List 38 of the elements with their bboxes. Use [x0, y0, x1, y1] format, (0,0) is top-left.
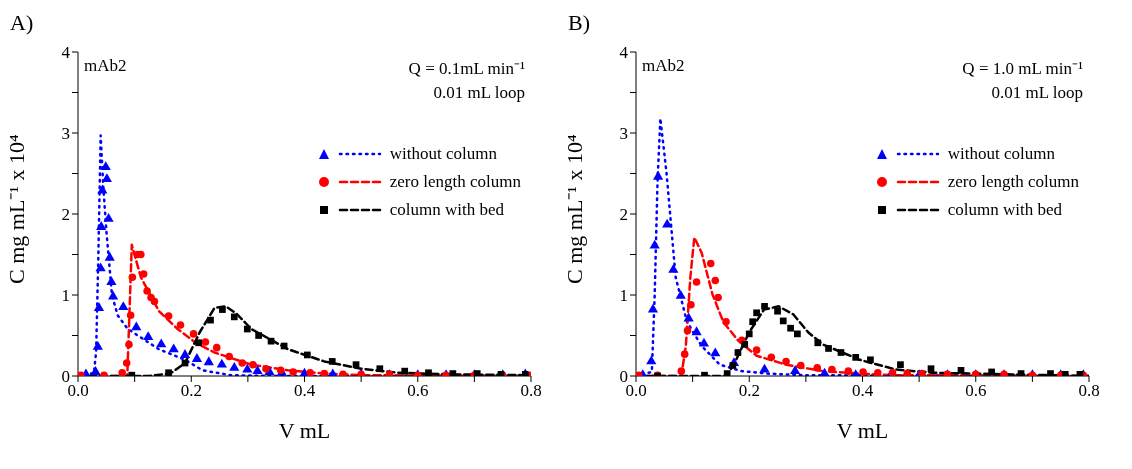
- x-tick-label: 0.4: [851, 381, 874, 401]
- y-tick-label: 0: [61, 367, 70, 387]
- y-axis-title: C mg mL⁻¹ x 10⁴: [3, 134, 29, 284]
- legend-label: without column: [389, 144, 497, 164]
- x-tick-label: 0.0: [67, 381, 89, 401]
- annotation: Q = 0.1mL min⁻¹: [408, 58, 525, 79]
- legend-label: column with bed: [947, 200, 1063, 220]
- annotation: mAb2: [642, 56, 685, 76]
- x-tick-label: 0.8: [520, 381, 542, 401]
- y-tick-label: 1: [619, 286, 628, 306]
- y-tick-label: 2: [619, 205, 628, 225]
- chart-title: A): [10, 10, 34, 36]
- y-tick-label: 4: [61, 43, 71, 63]
- y-tick-label: 3: [61, 124, 70, 144]
- y-axis-title: C mg mL⁻¹ x 10⁴: [561, 134, 587, 284]
- annotation: mAb2: [84, 56, 127, 76]
- legend-label: without column: [947, 144, 1055, 164]
- x-tick-label: 0.6: [965, 381, 987, 401]
- y-tick-label: 2: [61, 205, 70, 225]
- x-tick-label: 0.0: [625, 381, 647, 401]
- legend-label: zero length column: [389, 172, 521, 192]
- legend-label: column with bed: [389, 200, 505, 220]
- x-tick-label: 0.2: [180, 381, 202, 401]
- chart-title: B): [568, 10, 590, 36]
- x-tick-label: 0.4: [293, 381, 316, 401]
- annotation: Q = 1.0 mL min⁻¹: [962, 58, 1083, 79]
- x-axis-title: V mL: [278, 418, 331, 443]
- x-tick-label: 0.8: [1078, 381, 1100, 401]
- x-axis-title: V mL: [836, 418, 889, 443]
- y-tick-label: 4: [619, 43, 629, 63]
- annotation: 0.01 mL loop: [991, 83, 1083, 103]
- y-tick-label: 0: [619, 367, 628, 387]
- y-tick-label: 1: [61, 286, 70, 306]
- y-tick-label: 3: [619, 124, 628, 144]
- x-tick-label: 0.6: [407, 381, 429, 401]
- annotation: 0.01 mL loop: [433, 83, 525, 103]
- x-tick-label: 0.2: [738, 381, 760, 401]
- legend-label: zero length column: [947, 172, 1079, 192]
